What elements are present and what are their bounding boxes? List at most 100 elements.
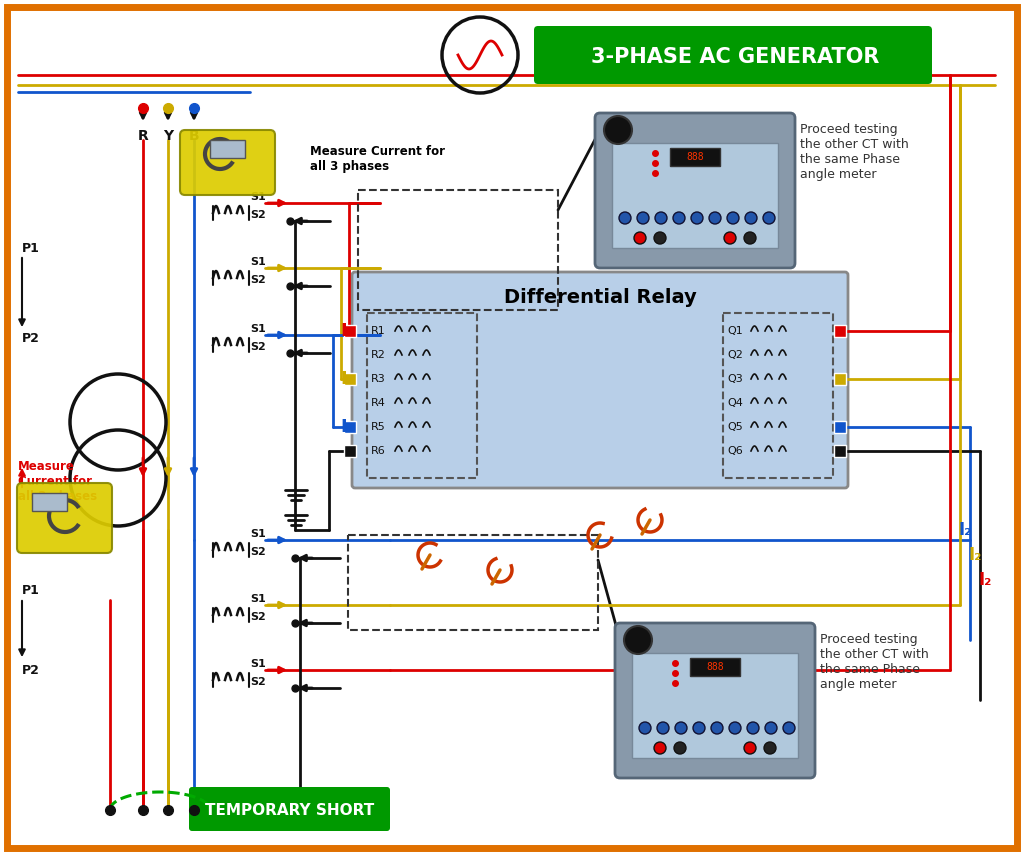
Text: S2: S2 [250, 677, 266, 687]
Circle shape [639, 722, 651, 734]
Text: R6: R6 [371, 446, 386, 456]
Circle shape [691, 212, 703, 224]
Circle shape [675, 722, 687, 734]
Text: I₁: I₁ [340, 370, 354, 388]
Circle shape [765, 722, 777, 734]
Circle shape [744, 232, 756, 244]
FancyBboxPatch shape [352, 272, 848, 488]
Circle shape [745, 212, 757, 224]
Text: P2: P2 [22, 332, 40, 345]
Text: I₁: I₁ [340, 418, 354, 436]
Text: R1: R1 [371, 326, 386, 336]
Text: I₁: I₁ [340, 322, 354, 340]
Bar [358, 190, 558, 310]
Circle shape [637, 212, 649, 224]
Text: 888: 888 [707, 662, 724, 672]
Text: S1: S1 [250, 659, 266, 669]
Text: Q5: Q5 [727, 422, 742, 432]
FancyBboxPatch shape [595, 113, 795, 268]
Bar [834, 373, 846, 385]
Circle shape [618, 212, 631, 224]
Text: R3: R3 [371, 374, 386, 384]
Text: Q6: Q6 [727, 446, 742, 456]
Circle shape [724, 232, 736, 244]
Bar [344, 445, 356, 457]
Bar [348, 535, 598, 630]
Bar [632, 653, 798, 758]
FancyBboxPatch shape [189, 787, 390, 831]
Text: 3-PHASE AC GENERATOR: 3-PHASE AC GENERATOR [591, 47, 880, 67]
Text: Measure
Current for
all 3 phases: Measure Current for all 3 phases [18, 460, 97, 503]
Text: S1: S1 [250, 529, 266, 539]
Bar [612, 143, 778, 248]
Bar [834, 421, 846, 433]
Bar [690, 658, 740, 676]
Text: Q3: Q3 [727, 374, 742, 384]
Text: P1: P1 [22, 583, 40, 597]
Text: R4: R4 [371, 398, 386, 408]
FancyBboxPatch shape [534, 26, 932, 84]
Text: Q4: Q4 [727, 398, 742, 408]
Text: S1: S1 [250, 594, 266, 604]
Text: B: B [188, 129, 200, 143]
Text: Y: Y [163, 129, 173, 143]
Text: S2: S2 [250, 210, 266, 220]
Circle shape [709, 212, 721, 224]
Circle shape [764, 742, 776, 754]
Bar [32, 493, 67, 511]
FancyBboxPatch shape [7, 7, 1017, 848]
Text: S2: S2 [250, 342, 266, 352]
Circle shape [624, 626, 652, 654]
Text: 888: 888 [686, 152, 703, 162]
Circle shape [673, 212, 685, 224]
Text: S1: S1 [250, 257, 266, 267]
Circle shape [654, 232, 666, 244]
Bar [344, 373, 356, 385]
FancyBboxPatch shape [180, 130, 275, 195]
Text: Q2: Q2 [727, 350, 742, 360]
Circle shape [604, 116, 632, 144]
Bar [670, 148, 720, 166]
Circle shape [654, 742, 666, 754]
Circle shape [744, 742, 756, 754]
Text: R2: R2 [371, 350, 386, 360]
FancyBboxPatch shape [615, 623, 815, 778]
Text: S1: S1 [250, 192, 266, 202]
Text: Proceed testing
the other CT with
the same Phase
angle meter: Proceed testing the other CT with the sa… [820, 633, 929, 691]
Circle shape [711, 722, 723, 734]
Circle shape [783, 722, 795, 734]
Text: Measure Current for
all 3 phases: Measure Current for all 3 phases [310, 145, 445, 173]
Text: S2: S2 [250, 275, 266, 285]
Text: Q1: Q1 [727, 326, 742, 336]
Text: P2: P2 [22, 663, 40, 676]
Text: I₂: I₂ [968, 546, 981, 564]
Text: R5: R5 [371, 422, 386, 432]
Text: S1: S1 [250, 324, 266, 334]
FancyBboxPatch shape [17, 483, 112, 553]
Circle shape [634, 232, 646, 244]
Circle shape [693, 722, 705, 734]
Circle shape [729, 722, 741, 734]
Text: S2: S2 [250, 547, 266, 557]
Text: I₂: I₂ [978, 571, 991, 589]
Bar [344, 325, 356, 337]
Bar [834, 325, 846, 337]
Bar [367, 313, 477, 478]
Text: I₂: I₂ [958, 521, 972, 539]
Bar [723, 313, 833, 478]
Circle shape [727, 212, 739, 224]
Text: Proceed testing
the other CT with
the same Phase
angle meter: Proceed testing the other CT with the sa… [800, 123, 908, 181]
Bar [210, 140, 245, 158]
Text: Differential Relay: Differential Relay [504, 287, 696, 306]
Text: R: R [137, 129, 148, 143]
Text: S2: S2 [250, 612, 266, 622]
Circle shape [746, 722, 759, 734]
Bar [344, 421, 356, 433]
Circle shape [655, 212, 667, 224]
Circle shape [657, 722, 669, 734]
Circle shape [763, 212, 775, 224]
Text: P1: P1 [22, 241, 40, 255]
Circle shape [674, 742, 686, 754]
Bar [834, 445, 846, 457]
Text: TEMPORARY SHORT: TEMPORARY SHORT [206, 803, 375, 817]
